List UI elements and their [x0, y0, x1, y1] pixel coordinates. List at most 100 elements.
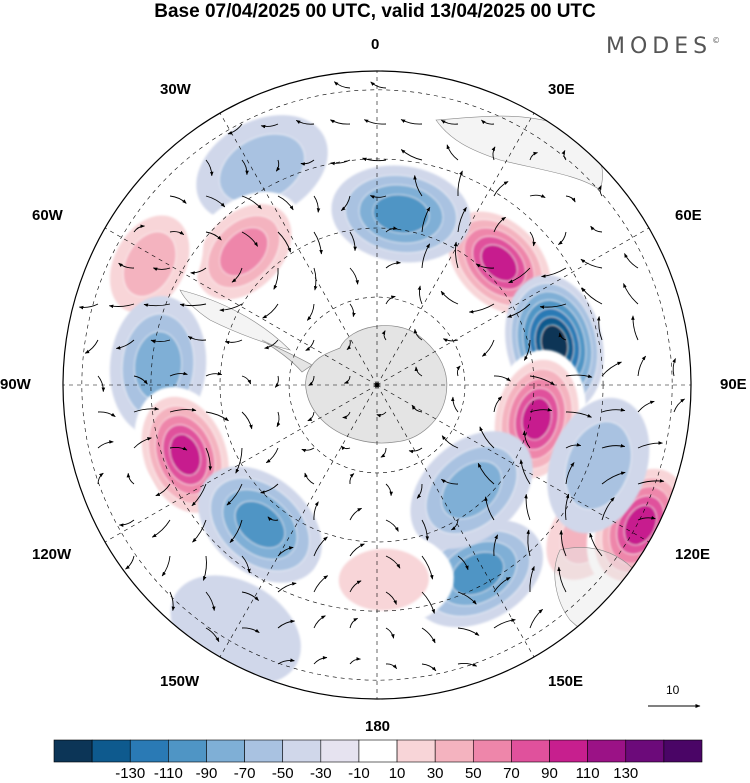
wind-arrow	[385, 519, 399, 532]
wind-arrow	[456, 365, 461, 377]
wind-arrow	[169, 407, 197, 413]
wind-arrow	[441, 435, 459, 449]
contour-level	[219, 227, 269, 277]
wind-arrow	[558, 231, 567, 245]
wind-arrow	[529, 231, 536, 247]
anomaly-center-10	[183, 191, 304, 312]
colorbar-swatch	[587, 739, 627, 763]
wind-arrow	[260, 483, 279, 494]
latitude-circle	[288, 296, 466, 474]
wind-arrow	[385, 226, 398, 233]
anomaly-center-6	[410, 431, 533, 549]
wind-arrow	[277, 619, 296, 629]
contour-level	[521, 397, 553, 441]
wind-arrow	[277, 546, 294, 557]
wind-arrow	[557, 566, 567, 593]
wind-arrow	[241, 555, 251, 574]
wind-arrow	[133, 437, 152, 449]
wind-arrow	[457, 207, 467, 233]
wind-arrow	[541, 267, 567, 278]
wind-arrow	[477, 462, 495, 485]
wind-arrow	[590, 225, 603, 233]
longitude-label-30w: 30W	[160, 81, 191, 98]
colorbar-swatch	[472, 739, 512, 763]
longitude-label-30e: 30E	[548, 81, 575, 98]
wind-arrow	[493, 375, 511, 382]
wind-arrow	[274, 375, 280, 388]
wind-arrow	[300, 159, 315, 166]
colorbar-swatch	[396, 739, 436, 763]
wind-arrow	[529, 375, 555, 386]
wind-arrow	[421, 663, 437, 672]
wind-arrow	[453, 241, 459, 269]
wind-arrow	[205, 447, 213, 471]
wind-arrow	[305, 339, 315, 351]
wind-arrow	[97, 440, 114, 449]
wind-arrow	[78, 303, 99, 310]
wind-arrow	[349, 507, 363, 521]
wind-arrow	[115, 339, 135, 350]
wind-arrow	[369, 195, 387, 199]
wind-arrow	[446, 144, 459, 161]
colorbar-swatch	[320, 739, 360, 763]
wind-arrow	[413, 175, 423, 197]
wind-arrow	[235, 447, 243, 474]
wind-arrow	[227, 123, 243, 135]
wind-arrow	[623, 283, 639, 305]
wind-arrow	[529, 608, 543, 629]
wind-arrow	[143, 303, 171, 308]
wind-arrow	[457, 170, 463, 197]
wind-arrow	[522, 430, 531, 449]
wind-arrow	[133, 375, 148, 385]
wind-arrow	[475, 263, 495, 269]
wind-arrow	[370, 81, 387, 89]
wind-arrow	[155, 483, 171, 497]
wind-arrow	[307, 411, 315, 422]
wind-arrow	[313, 656, 328, 665]
longitude-label-120w: 120W	[32, 546, 72, 563]
wind-arrow	[241, 195, 262, 210]
wind-arrow	[673, 398, 685, 413]
wind-arrow	[596, 316, 603, 341]
wind-arrow	[421, 519, 430, 541]
wind-arrow	[450, 396, 459, 413]
wind-arrow	[340, 445, 351, 451]
modes-logo: MODES©	[606, 34, 721, 59]
reference-vector-label: 10	[666, 683, 680, 697]
colorbar-swatch	[625, 739, 665, 763]
longitude-label-90e: 90E	[720, 376, 747, 393]
wind-arrow	[637, 355, 646, 377]
wind-arrow	[597, 185, 603, 197]
wind-arrow	[376, 411, 387, 418]
wind-arrow	[624, 253, 639, 269]
wind-arrow	[457, 662, 478, 667]
wind-arrow	[275, 159, 281, 172]
wind-arrow	[421, 243, 431, 269]
colorbar-tick-label: -110	[153, 765, 183, 782]
wind-arrow	[126, 472, 135, 485]
wind-arrow	[417, 285, 423, 305]
anomaly-center-0	[439, 202, 560, 323]
colorbar-swatch	[434, 739, 474, 763]
colorbar	[53, 739, 703, 763]
wind-arrow	[565, 462, 575, 485]
wind-arrow	[565, 442, 582, 449]
wind-arrow	[580, 258, 603, 269]
wind-arrow	[416, 483, 423, 499]
wind-arrow	[507, 303, 531, 318]
wind-arrow	[349, 473, 355, 485]
colorbar-swatch	[511, 739, 550, 763]
wind-arrow	[169, 446, 188, 451]
wind-arrow	[191, 483, 207, 507]
colorbar-tick-label: -90	[195, 765, 218, 782]
colorbar-swatch	[282, 739, 322, 763]
wind-arrow	[526, 529, 531, 557]
wind-arrow	[349, 580, 362, 593]
colorbar-swatch	[663, 739, 703, 763]
colorbar-swatch	[549, 739, 588, 763]
wind-arrow	[380, 447, 387, 458]
colorbar-swatch	[358, 739, 398, 763]
longitude-label-90w: 90W	[0, 376, 31, 393]
wind-arrow	[169, 195, 187, 204]
wind-arrow	[108, 303, 135, 309]
